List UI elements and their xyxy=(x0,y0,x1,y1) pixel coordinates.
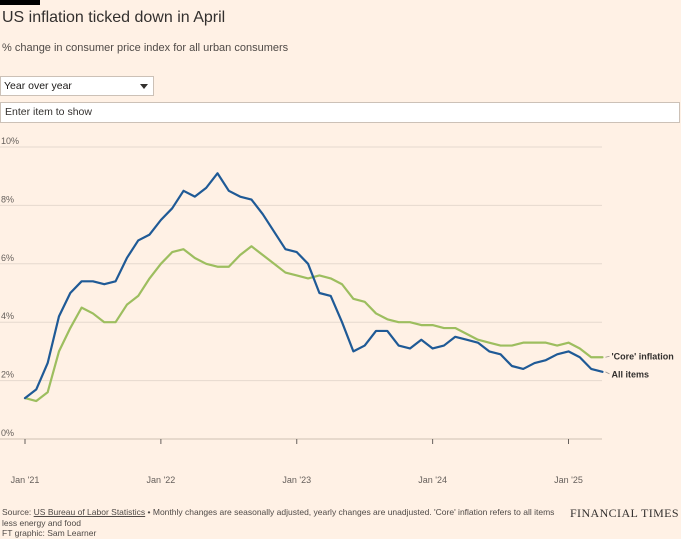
period-select-value: Year over year xyxy=(4,80,72,92)
chevron-down-icon xyxy=(140,84,148,89)
x-tick-label: Jan '22 xyxy=(147,475,176,485)
x-tick-label: Jan '25 xyxy=(554,475,583,485)
chart-title: US inflation ticked down in April xyxy=(2,9,226,26)
series-label-all_items: All items xyxy=(611,369,649,379)
y-tick-label: 0% xyxy=(1,428,14,438)
ft-logo: FINANCIAL TIMES xyxy=(569,506,679,520)
period-select[interactable]: Year over year xyxy=(0,76,154,96)
y-tick-label: 4% xyxy=(1,311,14,321)
source-note: • Monthly changes are seasonally adjuste… xyxy=(2,507,555,528)
brand-bar xyxy=(0,0,40,5)
series-label-leader xyxy=(605,371,610,375)
source-label: Source: xyxy=(2,507,34,517)
chart-subtitle: % change in consumer price index for all… xyxy=(2,42,289,54)
item-search-input[interactable]: Enter item to show xyxy=(0,102,680,123)
x-tick-label: Jan '24 xyxy=(418,475,447,485)
source-link[interactable]: US Bureau of Labor Statistics xyxy=(33,507,146,517)
chart-footer: Source: US Bureau of Labor Statistics • … xyxy=(2,507,562,539)
series-line-all_items xyxy=(23,172,604,400)
x-tick-label: Jan '23 xyxy=(282,475,311,485)
y-tick-label: 6% xyxy=(1,253,14,263)
graphic-credit: FT graphic: Sam Learner xyxy=(2,528,97,538)
y-tick-label: 10% xyxy=(1,136,19,146)
series-label-leader xyxy=(605,355,610,358)
x-tick-label: Jan '21 xyxy=(11,475,40,485)
y-tick-label: 8% xyxy=(1,194,14,204)
series-line-core xyxy=(23,245,604,403)
y-tick-label: 2% xyxy=(1,370,14,380)
line-chart: 10% 8% 6% 4% 2% 0% Jan '21 Jan '22 Jan '23 Jan '2… xyxy=(0,136,674,485)
series-label-core: 'Core' inflation xyxy=(611,352,673,362)
